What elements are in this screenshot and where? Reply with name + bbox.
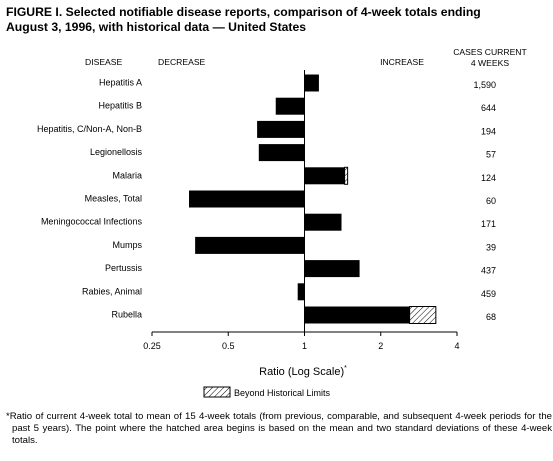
cases-value: 644 [481,103,496,113]
cases-value: 1,590 [473,80,496,90]
bar [275,97,305,115]
cases-value: 459 [481,289,496,299]
header-increase: INCREASE [380,57,424,67]
bar [304,213,342,231]
bar [304,306,410,324]
bar [189,190,305,208]
disease-label: Pertussis [105,263,143,273]
bar [304,260,360,278]
figure-title-line-1: FIGURE I. Selected notifiable disease re… [6,5,481,19]
disease-label: Rubella [111,310,142,320]
bar [195,236,305,254]
header-cases-line-1: CASES CURRENT [453,47,527,57]
cases-value: 437 [481,266,496,276]
disease-label: Legionellosis [90,147,143,157]
bar [258,144,305,162]
figure-title: FIGURE I. Selected notifiable disease re… [6,5,546,35]
x-tick-label: 0.25 [143,341,161,351]
bar [304,74,319,92]
x-tick-label: 4 [454,341,459,351]
disease-label: Hepatitis B [98,101,142,111]
x-tick-label: 2 [378,341,383,351]
disease-label: Hepatitis A [99,78,142,88]
x-tick-label: 0.5 [222,341,235,351]
figure-title-line-2: August 3, 1996, with historical data — U… [6,20,307,34]
footnote: *Ratio of current 4-week total to mean o… [6,411,552,446]
cases-value: 60 [486,196,496,206]
bar-beyond-limits [409,306,437,324]
legend-hatch-swatch [203,386,231,398]
disease-label: Hepatitis, C/Non-A, Non-B [37,124,142,134]
cases-value: 124 [481,173,496,183]
cases-value: 68 [486,312,496,322]
disease-label: Malaria [112,170,142,180]
header-cases-line-2: 4 WEEKS [471,58,509,68]
disease-label: Rabies, Animal [82,286,142,296]
cases-value: 171 [481,219,496,229]
cases-value: 194 [481,126,496,136]
header-disease: DISEASE [85,57,123,67]
bar [257,120,305,138]
bar-beyond-limits [344,166,349,185]
cases-value: 39 [486,242,496,252]
x-tick-label: 1 [302,341,307,351]
disease-label: Measles, Total [85,194,142,204]
x-axis-label: Ratio (Log Scale)* [259,365,347,378]
disease-label: Meningococcal Infections [41,217,143,227]
cases-value: 57 [486,150,496,160]
bar [304,167,345,185]
bar [297,283,305,301]
header-decrease: DECREASE [158,57,206,67]
legend-label: Beyond Historical Limits [234,388,331,398]
disease-label: Mumps [112,240,142,250]
